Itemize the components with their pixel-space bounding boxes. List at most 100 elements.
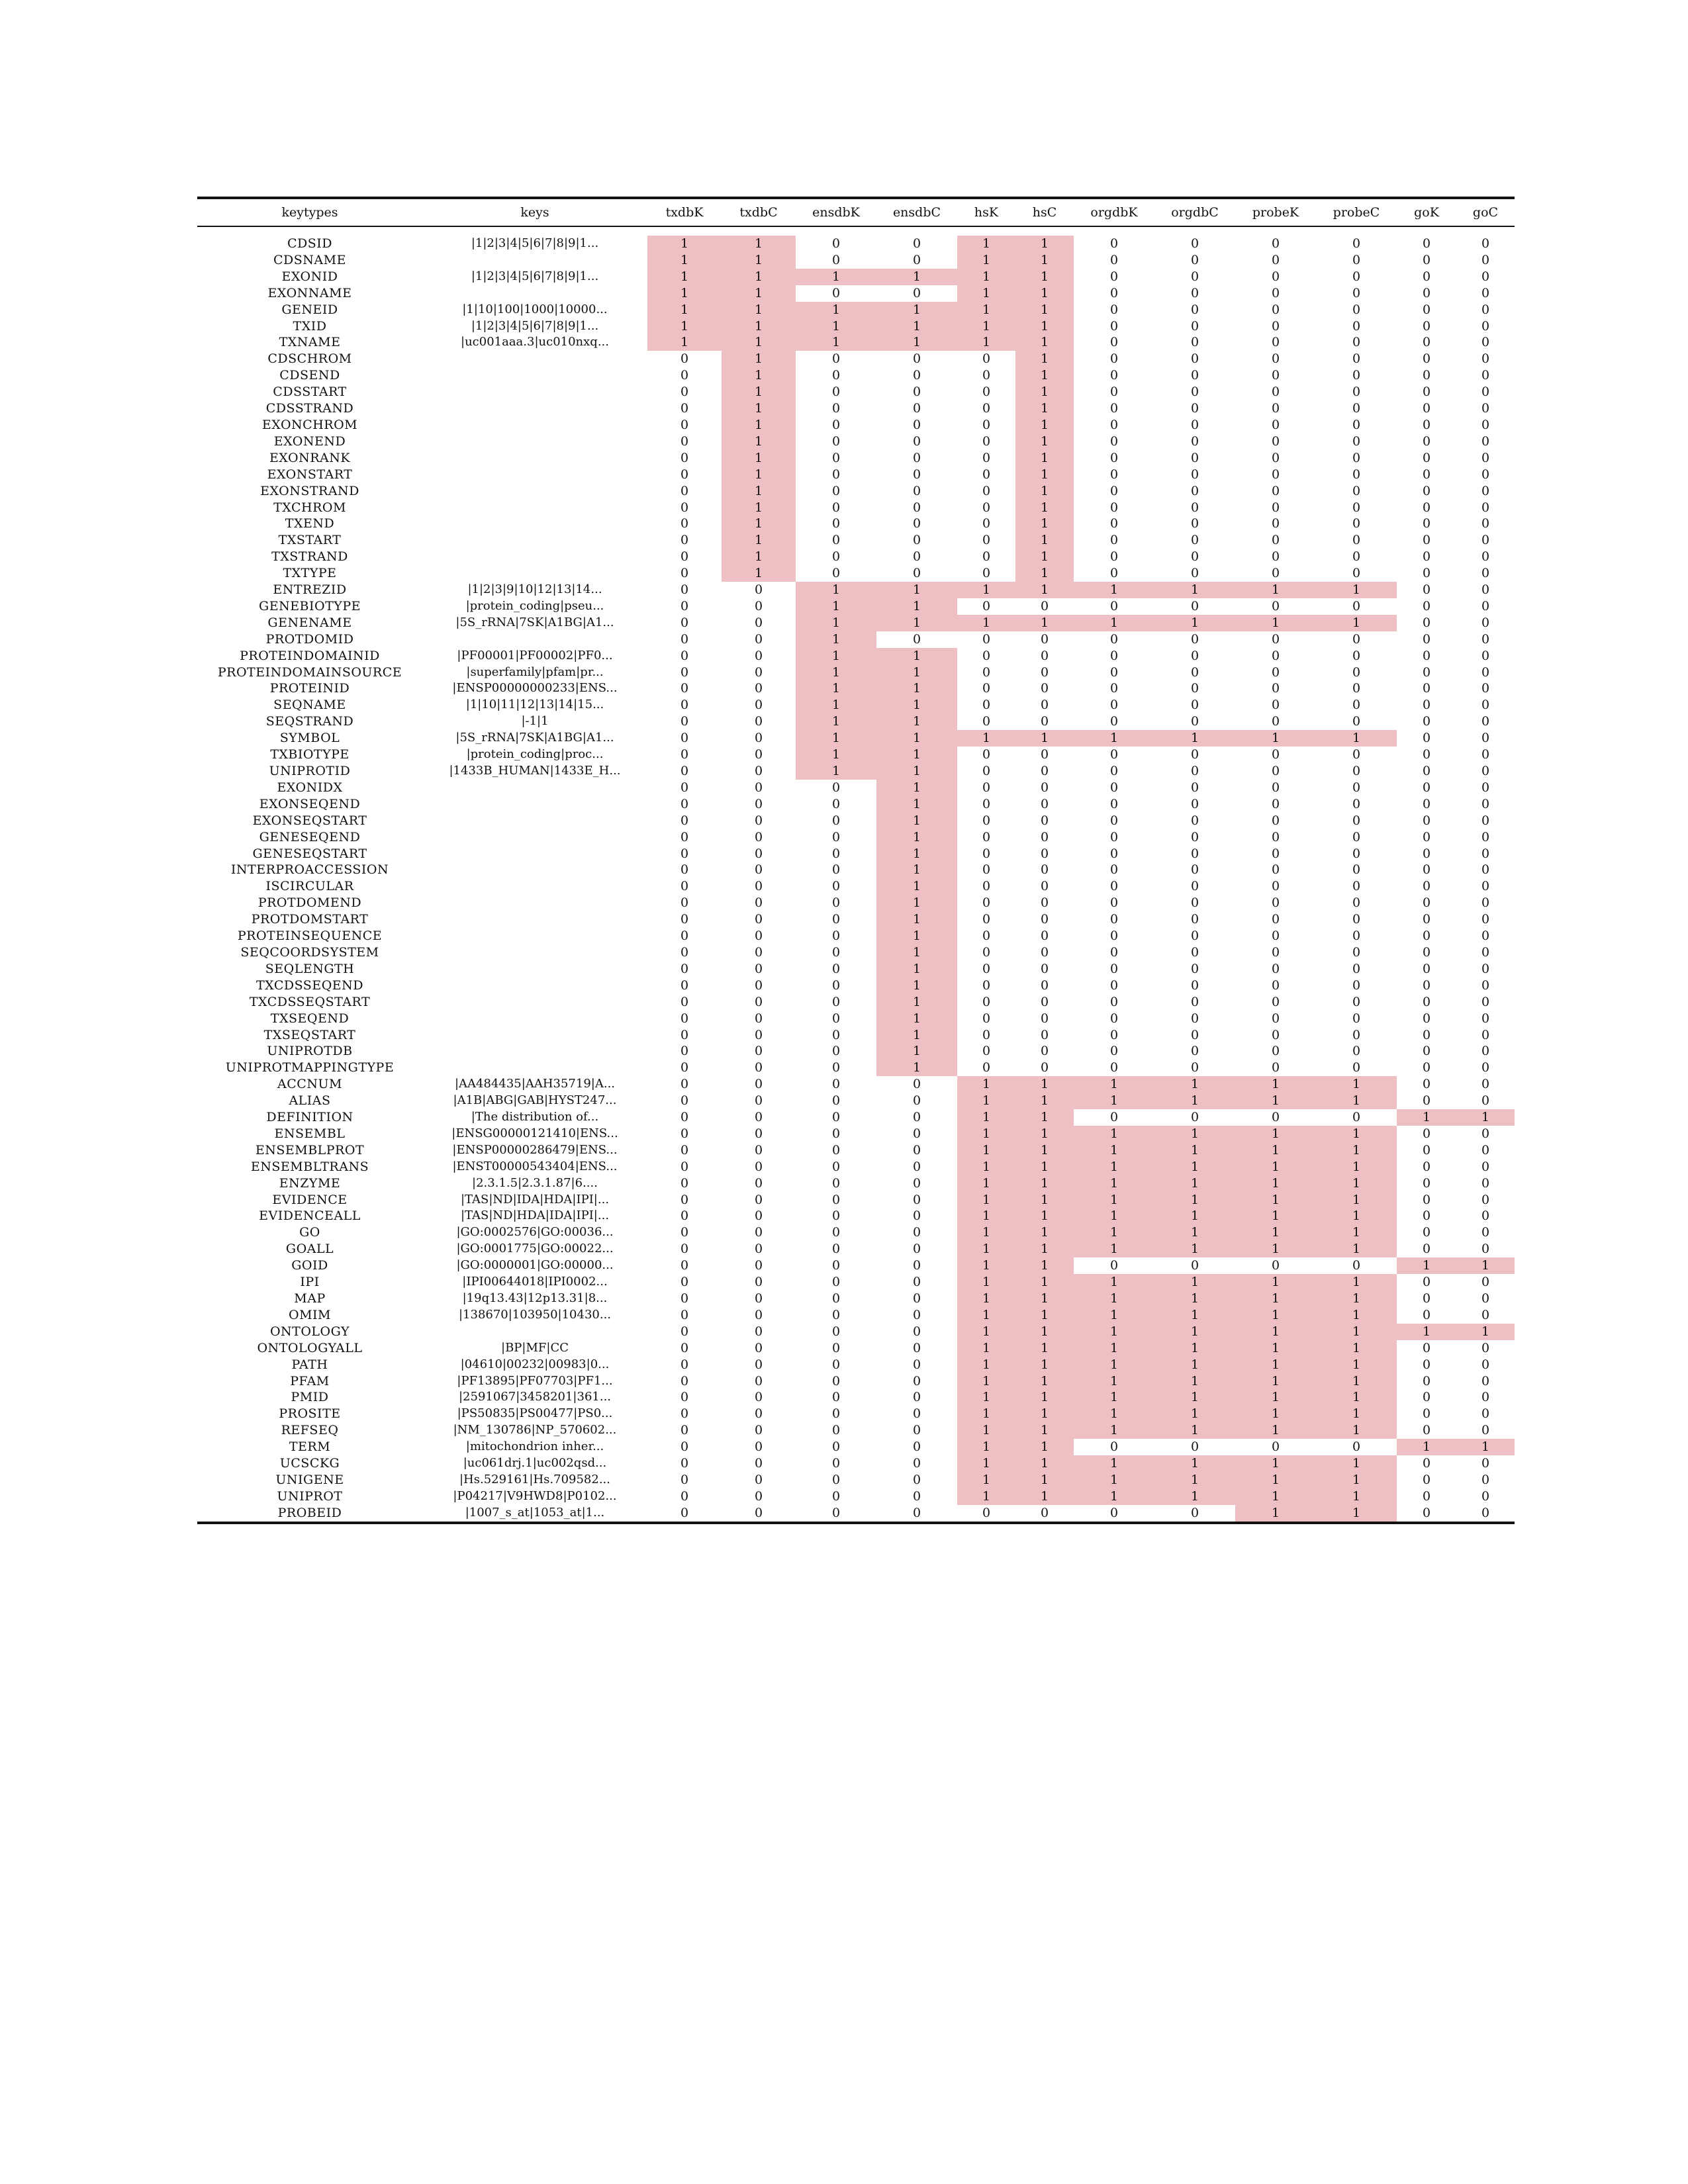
flag-cell: 0	[680, 1423, 689, 1438]
flag-cell: 0	[680, 582, 689, 598]
flag-cell: 0	[982, 566, 991, 581]
flag-cell: 0	[754, 1159, 763, 1174]
flag-cell: 0	[1190, 1027, 1199, 1042]
table-row: ONTOLOGY 0 0 0 0 1 1 1 1 1 1 1 1	[197, 1323, 1515, 1340]
keytype-cell: TXSEQEND	[270, 1011, 350, 1026]
keytype-cell: ENTREZID	[273, 582, 347, 598]
table-row: GOALL |GO:0001775|GO:00022... 0 0 0 0 1 1 1 1 1 1 0 0	[197, 1241, 1515, 1258]
flag-cell: 0	[1109, 698, 1119, 713]
flag-cell: 0	[1422, 1159, 1431, 1174]
flag-cell: 1	[1316, 1191, 1397, 1208]
flag-cell: 1	[796, 747, 876, 763]
flag-cell: 0	[1352, 1060, 1361, 1075]
table-row: TXSTRAND 0 1 0 0 0 1 0 0 0 0 0 0	[197, 549, 1515, 566]
flag-cell: 0	[754, 1390, 763, 1405]
flag-cell: 1	[1015, 532, 1074, 549]
flag-cell: 1	[796, 631, 876, 648]
flag-cell: 0	[1422, 1142, 1431, 1158]
flag-cell: 1	[1316, 1241, 1397, 1258]
flag-cell: 0	[831, 433, 841, 449]
flag-cell: 0	[1422, 500, 1431, 515]
flag-cell: 1	[876, 911, 957, 929]
flag-cell: 0	[1481, 598, 1490, 614]
flag-cell: 1	[957, 1142, 1015, 1159]
keys-cell: |Hs.529161|Hs.709582...	[459, 1472, 611, 1486]
flag-cell: 0	[1422, 1357, 1431, 1372]
flag-cell: 0	[1271, 483, 1280, 498]
flag-cell: 0	[1109, 401, 1119, 416]
flag-cell: 0	[982, 368, 991, 383]
flag-cell: 1	[722, 482, 796, 500]
flag-cell: 0	[1271, 664, 1280, 680]
flag-cell: 0	[1190, 944, 1199, 960]
flag-cell: 1	[1154, 1422, 1235, 1439]
flag-cell: 1	[1154, 1323, 1235, 1340]
flag-cell: 1	[647, 251, 722, 269]
flag-cell: 0	[680, 516, 689, 531]
flag-cell: 1	[1074, 1422, 1154, 1439]
flag-cell: 0	[1352, 994, 1361, 1009]
top-rule	[197, 197, 1515, 199]
flag-cell: 0	[1190, 929, 1199, 944]
keytype-cell: EXONCHROM	[261, 417, 358, 432]
flag-cell: 1	[1316, 1291, 1397, 1307]
flag-cell: 1	[876, 1026, 957, 1044]
flag-cell: 0	[680, 433, 689, 449]
keys-cell	[422, 862, 647, 878]
flag-cell: 0	[754, 1357, 763, 1372]
flag-cell: 1	[1015, 1389, 1074, 1406]
flag-cell: 1	[796, 582, 876, 598]
flag-cell: 1	[722, 466, 796, 483]
flag-cell: 1	[957, 334, 1015, 351]
flag-cell: 1	[1154, 1471, 1235, 1488]
flag-cell: 0	[1422, 862, 1431, 878]
keys-cell: |protein_coding|proc...	[466, 747, 604, 762]
column-header-orgdbc: orgdbC	[1171, 205, 1219, 220]
flag-cell: 1	[647, 301, 722, 318]
flag-cell: 0	[680, 961, 689, 976]
flag-cell: 1	[876, 614, 957, 631]
flag-cell: 1	[1235, 1191, 1316, 1208]
flag-cell: 0	[1190, 269, 1199, 284]
flag-cell: 0	[1271, 549, 1280, 565]
flag-cell: 0	[1040, 944, 1049, 960]
flag-cell: 0	[1352, 944, 1361, 960]
keytypes-table: keytypes keys txdbK txdbC ensdbK ensdbC hsK hsC…	[197, 197, 1515, 1524]
keys-cell	[422, 351, 647, 367]
table-row: UCSCKG |uc061drj.1|uc002qsd... 0 0 0 0 1 1 1 1 1 1 0…	[197, 1455, 1515, 1472]
flag-cell: 1	[1015, 351, 1074, 368]
keytype-cell: UNIGENE	[275, 1472, 344, 1487]
flag-cell: 0	[680, 780, 689, 795]
flag-cell: 0	[680, 1077, 689, 1092]
flag-cell: 0	[831, 285, 841, 300]
flag-cell: 1	[1074, 582, 1154, 598]
flag-cell: 0	[1271, 533, 1280, 548]
flag-cell: 1	[1235, 1076, 1316, 1093]
flag-cell: 1	[1074, 1142, 1154, 1159]
flag-cell: 1	[1074, 1471, 1154, 1488]
flag-cell: 0	[831, 516, 841, 531]
flag-cell: 0	[1481, 1077, 1490, 1092]
flag-cell: 0	[1481, 1275, 1490, 1290]
flag-cell: 0	[1109, 417, 1119, 432]
flag-cell: 0	[680, 631, 689, 647]
flag-cell: 0	[1109, 764, 1119, 778]
keytype-cell: ALIAS	[289, 1093, 331, 1109]
flag-cell: 0	[831, 1291, 841, 1306]
keytype-cell: EXONSEQSTART	[252, 813, 367, 828]
keytype-cell: CDSNAME	[273, 252, 346, 267]
flag-cell: 0	[1481, 1505, 1490, 1520]
flag-cell: 0	[1271, 1027, 1280, 1042]
flag-cell: 0	[1422, 978, 1431, 993]
flag-cell: 0	[1271, 1060, 1280, 1075]
flag-cell: 0	[754, 714, 763, 729]
flag-cell: 0	[1109, 664, 1119, 680]
flag-cell: 0	[1040, 813, 1049, 828]
flag-cell: 1	[647, 285, 722, 302]
flag-cell: 0	[1352, 747, 1361, 762]
flag-cell: 1	[1154, 1406, 1235, 1423]
flag-cell: 0	[680, 813, 689, 828]
flag-cell: 0	[1190, 467, 1199, 482]
keys-cell	[422, 1011, 647, 1027]
flag-cell: 1	[957, 236, 1015, 252]
